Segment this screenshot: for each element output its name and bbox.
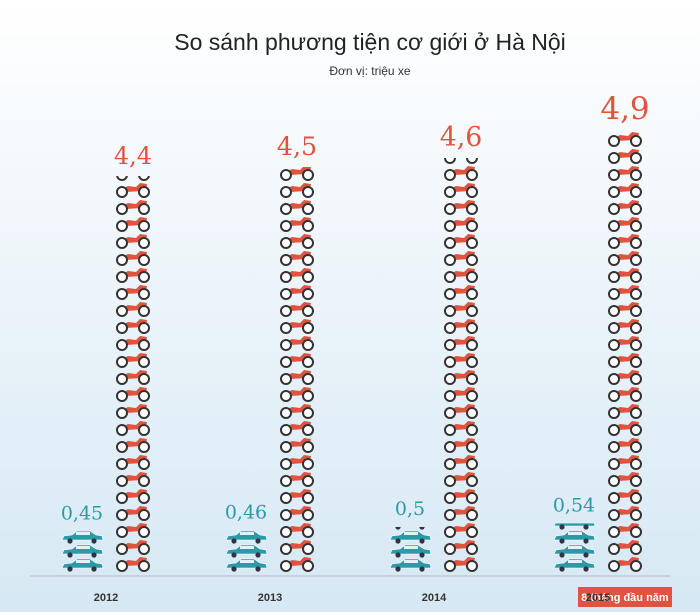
value-label: 4,5	[277, 131, 317, 161]
value-label: 4,6	[440, 122, 483, 153]
chart-subtitle: Đơn vị: triệu xe	[329, 64, 411, 78]
x-tick-label: 2015	[586, 592, 610, 604]
value-label: 0,45	[61, 503, 103, 525]
value-label: 0,46	[225, 502, 267, 524]
x-tick-label: 2012	[94, 592, 118, 604]
x-tick-label: 2013	[258, 592, 282, 604]
value-label: 4,9	[600, 91, 649, 127]
value-label: 4,4	[114, 142, 152, 170]
motorbike-bar	[114, 176, 152, 572]
motorbike-bar	[606, 131, 644, 572]
value-label: 0,5	[395, 498, 425, 520]
annotation: 8 tháng đầu năm	[581, 592, 669, 604]
x-tick-label: 2014	[422, 592, 447, 604]
value-label: 0,54	[553, 494, 595, 516]
motorbike-bar	[442, 158, 480, 572]
chart-title: So sánh phương tiện cơ giới ở Hà Nội	[174, 29, 566, 55]
annotation-badge	[578, 587, 672, 607]
motorbike-bar	[278, 167, 316, 572]
car-bar	[224, 530, 268, 572]
car-bar	[552, 523, 596, 572]
car-bar	[388, 527, 432, 572]
car-bar	[60, 531, 104, 572]
